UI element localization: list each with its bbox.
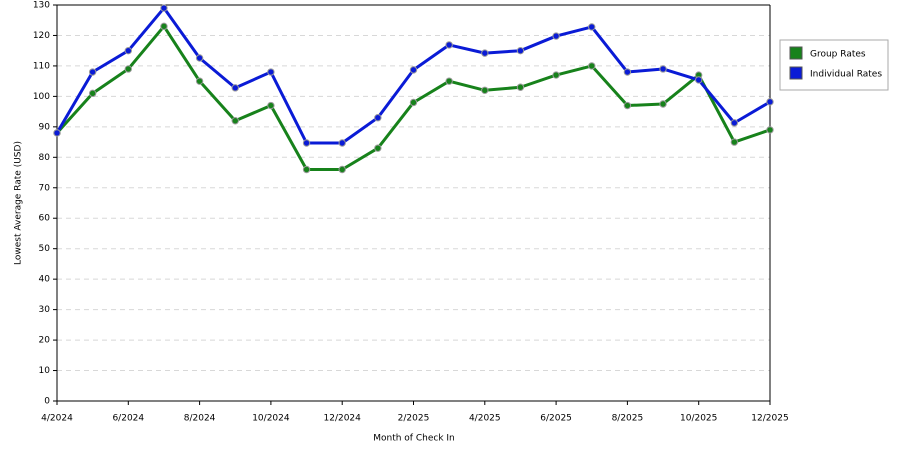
data-point (730, 138, 739, 146)
data-point (231, 117, 239, 125)
x-tick-label: 6/2024 (112, 414, 144, 424)
data-point (409, 66, 418, 74)
data-point (302, 165, 311, 174)
x-tick-label: 8/2024 (184, 414, 216, 424)
x-tick-label: 8/2025 (612, 414, 644, 424)
legend-swatch (789, 46, 803, 60)
x-tick-label: 6/2025 (540, 414, 572, 424)
data-point (338, 165, 346, 174)
legend-swatch (789, 66, 803, 80)
data-point (659, 100, 667, 108)
y-tick-label: 50 (39, 244, 51, 254)
data-point (160, 4, 168, 12)
y-tick-label: 0 (44, 397, 50, 407)
data-point (445, 41, 453, 49)
x-tick-label: 10/2024 (252, 414, 290, 424)
y-tick-label: 20 (39, 336, 51, 346)
x-axis-title: Month of Check In (373, 434, 455, 444)
data-point (88, 89, 97, 98)
y-tick-label: 70 (39, 183, 51, 193)
data-point (730, 119, 739, 127)
x-tick-label: 12/2025 (751, 414, 788, 424)
data-point (374, 114, 382, 122)
y-tick-label: 60 (39, 214, 51, 224)
data-point (409, 98, 418, 107)
data-point (124, 46, 133, 55)
data-point (338, 139, 346, 147)
data-point (124, 65, 133, 73)
x-tick-label: 12/2024 (324, 414, 362, 424)
y-tick-label: 40 (39, 275, 51, 285)
data-point (766, 126, 774, 134)
data-point (588, 23, 596, 31)
legend-label: Individual Rates (810, 70, 882, 80)
data-point (374, 144, 382, 152)
y-axis-title: Lowest Average Rate (USD) (14, 141, 24, 265)
x-tick-label: 2/2025 (398, 414, 430, 424)
y-tick-label: 120 (33, 31, 50, 41)
data-point (552, 71, 560, 79)
data-point (623, 68, 632, 76)
data-point (267, 68, 275, 76)
x-tick-label: 4/2024 (41, 414, 73, 424)
data-point (623, 101, 632, 110)
data-point (481, 49, 489, 57)
data-point (302, 139, 311, 147)
data-point (481, 86, 489, 94)
y-tick-label: 110 (33, 61, 50, 71)
data-point (445, 77, 453, 85)
data-point (516, 46, 525, 55)
legend-label: Group Rates (810, 50, 866, 60)
data-point (516, 83, 525, 91)
y-tick-label: 80 (39, 153, 51, 163)
y-tick-label: 100 (33, 92, 50, 102)
data-point (53, 129, 61, 137)
data-point (552, 32, 560, 40)
data-point (231, 84, 239, 92)
data-point (588, 62, 596, 70)
y-tick-label: 30 (39, 305, 51, 315)
data-point (88, 68, 97, 76)
data-point (695, 76, 703, 84)
y-tick-label: 90 (39, 122, 51, 132)
data-point (160, 22, 168, 31)
data-point (766, 98, 774, 106)
data-point (659, 65, 667, 73)
y-tick-label: 130 (33, 1, 50, 11)
x-tick-label: 4/2025 (469, 414, 501, 424)
x-tick-label: 10/2025 (680, 414, 717, 424)
y-tick-label: 10 (39, 366, 51, 376)
series-line (55, 24, 771, 171)
data-point (195, 77, 204, 85)
data-point (195, 54, 204, 62)
data-point (267, 101, 275, 110)
